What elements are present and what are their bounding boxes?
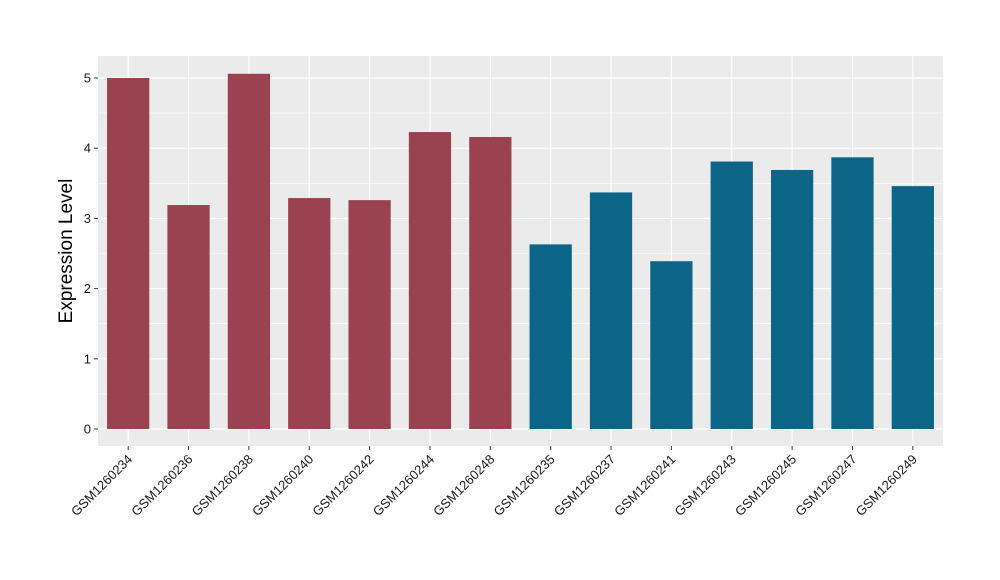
bar-gsm1260240 bbox=[288, 198, 331, 429]
bar-gsm1260242 bbox=[348, 200, 391, 429]
y-axis: 0 1 2 3 4 5 bbox=[84, 71, 98, 437]
y-tick-label: 1 bbox=[84, 351, 91, 366]
bar-gsm1260234 bbox=[107, 78, 150, 429]
x-tick-label: GSM1260249 bbox=[853, 452, 920, 519]
bar-gsm1260235 bbox=[529, 244, 572, 429]
x-tick-label: GSM1260234 bbox=[68, 452, 135, 519]
bar-gsm1260236 bbox=[167, 205, 210, 429]
x-tick-label: GSM1260240 bbox=[249, 452, 316, 519]
bar-gsm1260237 bbox=[589, 192, 633, 429]
bar-gsm1260247 bbox=[831, 157, 874, 430]
bar-gsm1260244 bbox=[408, 132, 452, 429]
x-tick-label: GSM1260247 bbox=[792, 452, 859, 519]
bar-gsm1260243 bbox=[710, 161, 753, 429]
bar-gsm1260248 bbox=[469, 136, 512, 429]
y-tick-label: 3 bbox=[84, 211, 91, 226]
x-tick-label: GSM1260237 bbox=[551, 452, 618, 519]
y-tick-label: 4 bbox=[84, 141, 91, 156]
bar-gsm1260249 bbox=[891, 186, 934, 429]
x-tick-label: GSM1260241 bbox=[611, 452, 678, 519]
x-tick-label: GSM1260235 bbox=[490, 452, 557, 519]
bar-gsm1260238 bbox=[227, 73, 271, 430]
x-tick-label: GSM1260245 bbox=[732, 452, 799, 519]
y-tick-label: 5 bbox=[84, 71, 91, 86]
x-tick-label: GSM1260244 bbox=[370, 452, 437, 519]
bar-gsm1260245 bbox=[770, 169, 814, 429]
x-tick-label: GSM1260242 bbox=[309, 452, 376, 519]
y-tick-label: 2 bbox=[84, 281, 91, 296]
x-tick-label: GSM1260248 bbox=[430, 452, 497, 519]
bars bbox=[107, 73, 934, 430]
plot-panel bbox=[98, 56, 943, 446]
x-axis: GSM1260234GSM1260236GSM1260238GSM1260240… bbox=[68, 446, 920, 519]
y-tick-label: 0 bbox=[84, 422, 91, 437]
bar-gsm1260241 bbox=[650, 261, 693, 429]
x-tick-label: GSM1260238 bbox=[189, 452, 256, 519]
x-tick-label: GSM1260236 bbox=[128, 452, 195, 519]
x-tick-label: GSM1260243 bbox=[672, 452, 739, 519]
y-axis-title: Expression Level bbox=[56, 179, 77, 324]
